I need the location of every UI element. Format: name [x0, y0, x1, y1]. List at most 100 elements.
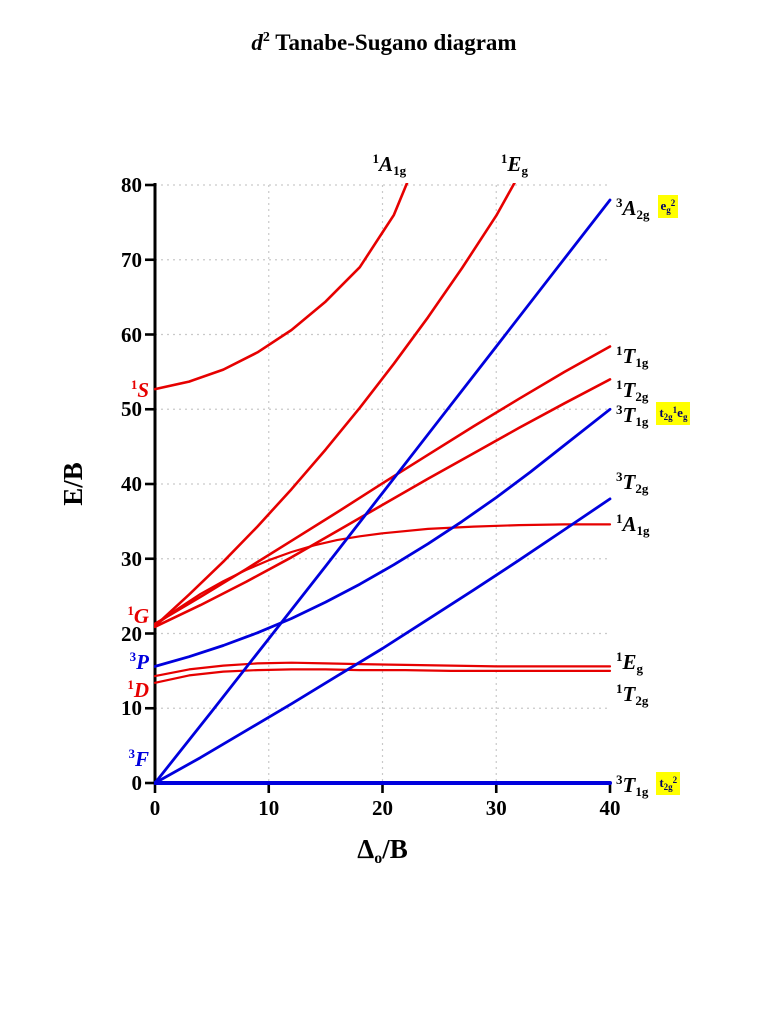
term-letter: P — [136, 649, 149, 674]
config-badge-3T1g: t2g1eg — [656, 401, 691, 425]
term-3T2g: 3T2g — [616, 468, 648, 496]
term-sub: g — [636, 660, 644, 676]
xlabel-sub: o — [374, 850, 383, 867]
term-letter: E — [507, 152, 522, 176]
free-ion-label-1G: 1G — [127, 599, 149, 628]
state-label-3T1g: 3T1g t2g1eg — [616, 398, 691, 434]
curves-group — [154, 183, 612, 785]
term-sup: 1 — [616, 648, 623, 664]
term-letter: T — [622, 681, 636, 706]
config-badge-3T1g-ground: t2g2 — [656, 772, 681, 795]
badge-sub: g — [666, 204, 671, 215]
title-rest: Tanabe-Sugano diagram — [269, 30, 517, 55]
state-label-1A1g: 1A1g — [616, 507, 650, 543]
term-sup: 3 — [129, 648, 137, 664]
term-sup: 1 — [616, 342, 623, 358]
term-sup: 1 — [500, 151, 508, 166]
term-sup: 3 — [616, 468, 623, 484]
term-letter: T — [622, 402, 636, 427]
term-sup: 1 — [616, 376, 623, 392]
state-label-3T1g-ground: 3T1g t2g2 — [616, 768, 681, 804]
free-ion-label-3F: 3F — [128, 742, 149, 771]
term-sub: 2g — [635, 692, 649, 708]
term-sup: 3 — [616, 194, 623, 210]
term-sub: 1g — [393, 163, 407, 178]
term-sub: 2g — [636, 206, 650, 222]
term-letter: D — [133, 678, 149, 703]
term-sub: g — [521, 163, 528, 178]
badge-base: t — [659, 775, 664, 790]
term-letter: S — [137, 378, 149, 403]
tick-label-x-40: 40 — [599, 796, 621, 820]
title-sup: 2 — [262, 30, 270, 45]
curve-3A2g — [154, 198, 612, 785]
term-sub: 1g — [635, 354, 649, 370]
term-letter: A — [622, 195, 637, 220]
tick-label-y-20: 20 — [121, 621, 142, 646]
page-title: d2 Tanabe-Sugano diagram — [0, 30, 768, 56]
tick-label-x-30: 30 — [485, 796, 507, 820]
tick-label-x-20: 20 — [372, 796, 393, 820]
tick-label-x-0: 0 — [149, 796, 161, 820]
free-ion-label-1D: 1D — [127, 673, 149, 702]
term-sub: 1g — [635, 784, 649, 799]
state-label-1T2g: 1T2g — [616, 373, 648, 409]
badge-sub: 2g — [663, 411, 673, 422]
term-sup: 3 — [616, 401, 623, 417]
badge-base: e — [660, 197, 667, 213]
term-3T1g-ground: 3T1g — [616, 772, 649, 799]
term-sub: 1g — [635, 413, 649, 429]
term-letter: G — [133, 604, 149, 629]
tick-label-y-10: 10 — [121, 696, 142, 721]
term-letter: T — [622, 343, 636, 368]
term-1T1g: 1T1g — [616, 342, 649, 370]
badge-sup: 2 — [672, 775, 678, 785]
state-label-1Eg-top: 1Eg — [501, 147, 528, 183]
term-letter: T — [622, 377, 636, 402]
curve-3T2g — [154, 497, 612, 785]
term-letter: A — [379, 152, 394, 176]
term-1A1g-top: 1A1g — [372, 151, 407, 178]
state-label-1A1g-top: 1A1g — [373, 147, 407, 183]
term-letter: T — [622, 469, 636, 494]
tick-label-x-10: 10 — [258, 796, 280, 820]
badge-sup: 2 — [670, 197, 676, 208]
xlabel-rest: /B — [382, 834, 408, 864]
state-label-1Eg: 1Eg — [616, 645, 643, 681]
state-label-1T1g: 1T1g — [616, 339, 648, 375]
tick-label-y-60: 60 — [121, 322, 142, 347]
term-1A1g: 1A1g — [616, 511, 650, 538]
free-ion-label-3P: 3P — [130, 645, 149, 674]
term-letter: F — [134, 746, 149, 771]
term-sup: 1 — [616, 680, 623, 696]
config-badge-3A2g: eg2 — [657, 194, 679, 218]
term-letter: T — [622, 773, 636, 797]
term-letter: E — [622, 649, 637, 674]
tick-label-y-80: 80 — [121, 173, 142, 197]
term-3T1g: 3T1g — [616, 401, 649, 429]
term-1T2g: 1T2g — [616, 376, 649, 404]
tick-label-y-40: 40 — [121, 472, 142, 496]
badge-base: e — [677, 404, 683, 420]
curve-1Eg-upper — [154, 183, 516, 628]
badge-sub: 2g — [663, 782, 673, 792]
term-sup: 1 — [127, 677, 134, 693]
term-1D: 1D — [127, 677, 149, 703]
tick-label-y-50: 50 — [121, 397, 142, 422]
badge-base: t — [659, 404, 664, 420]
x-axis-label: Δo/B — [0, 834, 765, 868]
term-1G: 1G — [127, 603, 149, 629]
term-sub: 2g — [635, 388, 649, 404]
state-label-1T2g-low: 1T2g — [616, 677, 648, 713]
free-ion-label-1S: 1S — [131, 373, 149, 402]
curve-1A1g-S — [154, 183, 409, 391]
term-sup: 1 — [130, 377, 138, 393]
term-1Eg: 1Eg — [616, 648, 644, 676]
tick-label-y-0: 0 — [131, 771, 143, 795]
curve-1Eg-lower — [154, 661, 612, 678]
tick-label-y-70: 70 — [121, 247, 142, 272]
term-sup: 1 — [616, 511, 623, 527]
term-sup: 1 — [372, 151, 380, 166]
